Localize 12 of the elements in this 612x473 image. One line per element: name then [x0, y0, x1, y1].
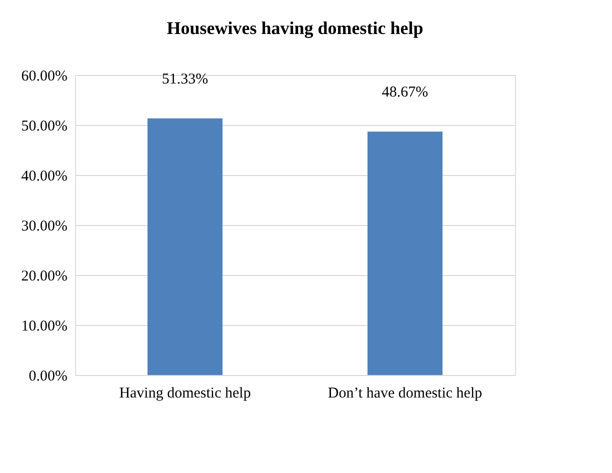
y-tick-label: 60.00%: [21, 68, 68, 84]
y-tick-label: 30.00%: [21, 218, 68, 234]
x-tick-label: Don’t have domestic help: [328, 386, 482, 402]
y-tick-label: 0.00%: [28, 368, 68, 384]
x-tick-label: Having domestic help: [119, 386, 251, 402]
data-label: 51.33%: [162, 71, 208, 88]
chart-title: Housewives having domestic help: [166, 18, 424, 38]
y-tick-label: 40.00%: [21, 168, 68, 184]
y-tick-label: 50.00%: [21, 118, 68, 134]
data-label: 48.67%: [382, 84, 428, 101]
y-tick-label: 20.00%: [21, 268, 68, 284]
y-tick-label: 10.00%: [21, 318, 68, 334]
